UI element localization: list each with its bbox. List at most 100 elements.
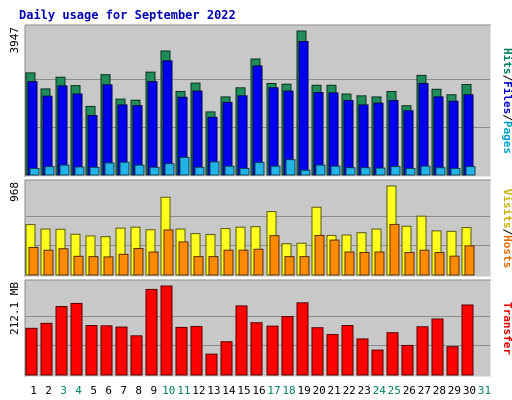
- chart-panels: 3947Hits/Files/Pages968Visits/Hosts212.1…: [8, 24, 512, 378]
- bar-pages-day-9: [149, 166, 160, 176]
- legend-text: /: [501, 75, 512, 82]
- x-tick-label-day-26: 26: [403, 384, 416, 397]
- bar-pages-day-2: [44, 166, 55, 176]
- panel-visits-hosts: 968 Visits/Hosts: [8, 179, 512, 278]
- bar-hosts-day-11: [178, 241, 189, 276]
- bar-transfer-day-30: [461, 304, 474, 376]
- series-transfer: [25, 285, 474, 376]
- y-axis-max-label: 968: [8, 182, 21, 202]
- bar-transfer-day-2: [40, 322, 53, 376]
- bar-transfer-day-10: [160, 285, 173, 376]
- chart-title: Daily usage for September 2022: [19, 8, 236, 22]
- bar-files-day-1: [27, 81, 38, 176]
- x-tick-label-day-14: 14: [222, 384, 236, 397]
- x-tick-label-day-3: 3: [60, 384, 67, 397]
- bar-pages-day-5: [89, 166, 100, 176]
- bar-transfer-day-21: [326, 334, 339, 376]
- legend-text: Hits: [501, 48, 512, 75]
- x-tick-label-day-12: 12: [192, 384, 205, 397]
- bar-files-day-25: [388, 100, 399, 176]
- bar-pages-day-29: [450, 167, 461, 176]
- legend-text: Pages: [501, 121, 512, 154]
- bar-files-day-12: [192, 90, 203, 176]
- bar-hosts-day-10: [163, 229, 174, 276]
- bar-files-day-5: [87, 115, 98, 176]
- bar-hosts-day-21: [329, 239, 340, 276]
- bar-transfer-day-9: [145, 288, 158, 376]
- x-tick-label-day-2: 2: [45, 384, 52, 397]
- x-axis: 1 2 3 4 5 6 7 8 9 10 11 12 13 14 15 16 17 18 19 20 21 22 23 24 2…: [30, 384, 491, 397]
- bar-transfer-day-13: [205, 353, 218, 376]
- bar-transfer-day-27: [416, 326, 429, 376]
- x-tick-label-day-24: 24: [373, 384, 387, 397]
- legend-text: Hosts: [501, 235, 512, 268]
- bar-pages-day-17: [270, 165, 281, 176]
- bar-transfer-day-19: [296, 302, 309, 376]
- y-axis-max-label: 212.1 MB: [8, 282, 21, 335]
- x-tick-label-day-17: 17: [267, 384, 280, 397]
- bar-hosts-day-27: [419, 249, 430, 276]
- x-tick-label-day-19: 19: [297, 384, 310, 397]
- bar-pages-day-20: [315, 164, 326, 176]
- bar-transfer-day-15: [235, 305, 248, 376]
- bar-pages-day-13: [209, 161, 220, 176]
- bar-hosts-day-13: [208, 256, 219, 276]
- x-tick-label-day-16: 16: [252, 384, 265, 397]
- bar-pages-day-12: [194, 166, 205, 176]
- bar-transfer-day-11: [175, 326, 188, 376]
- bar-hosts-day-20: [314, 234, 325, 276]
- bar-hosts-day-1: [28, 246, 39, 276]
- bar-files-day-16: [252, 65, 263, 176]
- bar-hosts-day-29: [449, 255, 460, 276]
- bar-transfer-day-28: [431, 318, 444, 376]
- series-hosts: [28, 223, 475, 276]
- x-tick-label-day-7: 7: [120, 384, 127, 397]
- x-tick-label-day-5: 5: [90, 384, 97, 397]
- bar-transfer-day-4: [70, 302, 83, 376]
- bar-hosts-day-23: [359, 251, 370, 276]
- bar-hosts-day-14: [223, 249, 234, 276]
- x-tick-label-day-29: 29: [448, 384, 461, 397]
- bar-transfer-day-29: [446, 346, 459, 376]
- legend-text: /: [501, 229, 512, 236]
- bar-transfer-day-25: [386, 332, 399, 376]
- bar-hosts-day-17: [269, 235, 280, 276]
- bar-transfer-day-6: [100, 325, 113, 376]
- x-tick-label-day-9: 9: [150, 384, 157, 397]
- bar-pages-day-19: [300, 169, 311, 176]
- series-files: [27, 40, 474, 176]
- x-tick-label-day-23: 23: [358, 384, 371, 397]
- legend-text: Files: [501, 81, 512, 114]
- bar-transfer-day-14: [220, 341, 233, 376]
- x-tick-label-day-6: 6: [105, 384, 112, 397]
- y-axis-max-label: 3947: [8, 27, 21, 54]
- bar-transfer-day-3: [55, 306, 68, 376]
- x-tick-label-day-4: 4: [75, 384, 82, 397]
- bar-files-day-26: [403, 110, 414, 176]
- bar-transfer-day-18: [281, 315, 294, 376]
- bar-files-day-28: [433, 96, 444, 176]
- bar-pages-day-1: [29, 167, 40, 176]
- series-pages: [29, 156, 476, 176]
- bar-hosts-day-6: [103, 256, 114, 276]
- bar-transfer-day-23: [356, 338, 369, 376]
- x-tick-label-day-8: 8: [135, 384, 142, 397]
- x-tick-label-day-31: 31: [478, 384, 491, 397]
- bar-pages-day-4: [74, 166, 85, 176]
- bar-hosts-day-22: [344, 251, 355, 276]
- bar-files-day-19: [298, 40, 309, 176]
- bar-files-day-3: [57, 85, 68, 176]
- bar-pages-day-10: [164, 163, 175, 176]
- bar-files-day-24: [373, 102, 384, 176]
- bar-pages-day-16: [254, 162, 265, 176]
- bar-transfer-day-20: [311, 327, 324, 376]
- bar-pages-day-15: [239, 167, 250, 176]
- bar-files-day-21: [328, 92, 339, 176]
- panel-transfer: 212.1 MB Transfer: [8, 279, 512, 378]
- bar-pages-day-23: [360, 167, 371, 176]
- x-tick-label-day-1: 1: [30, 384, 37, 397]
- bar-hosts-day-3: [58, 248, 69, 276]
- bar-hosts-day-12: [193, 256, 204, 276]
- bar-pages-day-26: [405, 167, 416, 176]
